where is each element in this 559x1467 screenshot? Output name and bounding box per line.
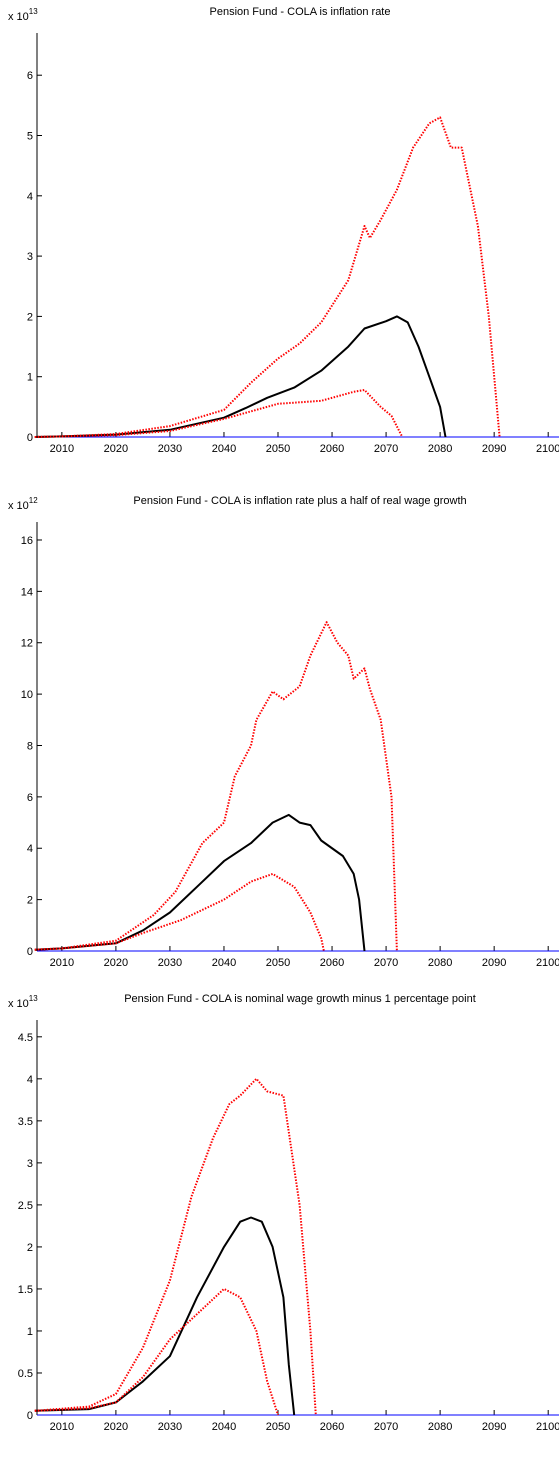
x-tick-label: 2040	[212, 957, 236, 969]
x-tick-label: 2050	[266, 957, 290, 969]
y-tick-label: 4	[27, 843, 33, 855]
multiplier-exponent: 12	[29, 496, 38, 505]
x-tick-label: 2060	[320, 957, 344, 969]
x-tick-label: 2030	[158, 443, 182, 455]
x-tick-label: 2100	[536, 1421, 559, 1433]
x-tick-label: 2010	[50, 1421, 74, 1433]
multiplier-base: x 10	[8, 11, 29, 23]
y-tick-label: 8	[27, 740, 33, 752]
x-tick-label: 2080	[428, 957, 452, 969]
x-tick-label: 2070	[374, 443, 398, 455]
y-tick-label: 10	[21, 689, 33, 701]
y-tick-label: 4	[27, 1074, 33, 1086]
y-tick-label: 2	[27, 1242, 33, 1254]
y-tick-label: 1.5	[18, 1284, 33, 1296]
series-line	[34, 116, 501, 438]
y-tick-label: 0	[27, 1410, 33, 1422]
series-line	[34, 813, 366, 952]
x-tick-label: 2060	[320, 1421, 344, 1433]
x-tick-label: 2030	[158, 1421, 182, 1433]
x-tick-label: 2050	[266, 443, 290, 455]
y-tick-label: 16	[21, 535, 33, 547]
y-tick-label: 0	[27, 946, 33, 958]
series-line	[34, 315, 447, 438]
series-line	[34, 872, 325, 952]
x-tick-label: 2080	[428, 443, 452, 455]
x-tick-label: 2100	[536, 443, 559, 455]
multiplier-base: x 10	[8, 998, 29, 1010]
multiplier-exponent: 13	[29, 994, 38, 1003]
x-tick-label: 2010	[50, 443, 74, 455]
series-line	[34, 389, 404, 438]
y-tick-label: 1	[27, 372, 33, 384]
y-tick-label: 14	[21, 586, 33, 598]
series-line	[34, 1287, 279, 1416]
x-tick-label: 2090	[482, 1421, 506, 1433]
y-tick-label: 2.5	[18, 1200, 33, 1212]
y-tick-label: 0.5	[18, 1368, 33, 1380]
multiplier-base: x 10	[8, 500, 29, 512]
y-tick-label: 6	[27, 70, 33, 82]
y-tick-label: 6	[27, 792, 33, 804]
x-tick-label: 2020	[104, 1421, 128, 1433]
y-tick-label: 3	[27, 251, 33, 263]
y-tick-label: 3.5	[18, 1116, 33, 1128]
y-multiplier: x 1013	[8, 994, 38, 1010]
y-tick-label: 2	[27, 311, 33, 323]
x-tick-label: 2020	[104, 443, 128, 455]
y-tick-label: 4	[27, 191, 33, 203]
y-tick-label: 1	[27, 1326, 33, 1338]
y-tick-label: 4.5	[18, 1032, 33, 1044]
chart-title: Pension Fund - COLA is inflation rate pl…	[133, 495, 466, 507]
x-tick-label: 2060	[320, 443, 344, 455]
x-tick-label: 2080	[428, 1421, 452, 1433]
x-tick-label: 2090	[482, 957, 506, 969]
y-tick-label: 5	[27, 131, 33, 143]
chart-title: Pension Fund - COLA is inflation rate	[210, 6, 391, 18]
y-tick-label: 2	[27, 895, 33, 907]
x-tick-label: 2010	[50, 957, 74, 969]
chart-title: Pension Fund - COLA is nominal wage grow…	[124, 993, 476, 1005]
x-tick-label: 2070	[374, 1421, 398, 1433]
y-tick-label: 12	[21, 638, 33, 650]
y-tick-label: 0	[27, 432, 33, 444]
x-tick-label: 2090	[482, 443, 506, 455]
x-tick-label: 2100	[536, 957, 559, 969]
x-tick-label: 2070	[374, 957, 398, 969]
y-multiplier: x 1012	[8, 496, 38, 512]
x-tick-label: 2030	[158, 957, 182, 969]
series-line	[34, 1216, 296, 1416]
y-tick-label: 3	[27, 1158, 33, 1170]
x-tick-label: 2020	[104, 957, 128, 969]
multiplier-exponent: 13	[29, 7, 38, 16]
series-line	[34, 1077, 317, 1416]
x-tick-label: 2040	[212, 1421, 236, 1433]
x-tick-label: 2040	[212, 443, 236, 455]
series-line	[34, 621, 398, 952]
y-multiplier: x 1013	[8, 7, 38, 23]
x-tick-label: 2050	[266, 1421, 290, 1433]
